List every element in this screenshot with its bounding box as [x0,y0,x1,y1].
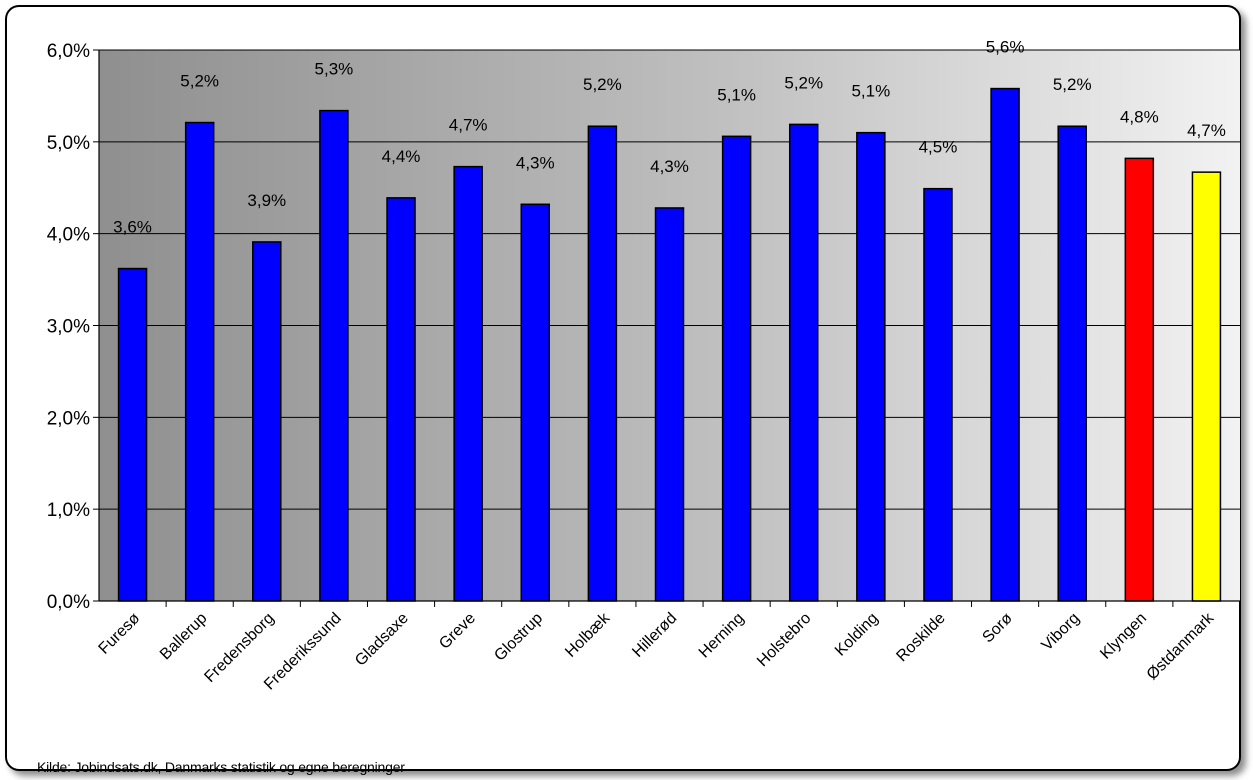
bar-7 [587,125,618,602]
y-tick-label: 3,0% [47,317,90,338]
axes [93,49,1240,607]
x-tick-label: Fredensborg [201,610,277,686]
bar-0 [117,267,148,602]
data-label: 4,3% [516,153,555,172]
x-tick-label: Roskilde [893,610,948,665]
bar-15 [1124,157,1155,602]
bar-1 [184,121,215,602]
x-tick-label: Holbæk [562,609,614,661]
x-tick-label: Ballerup [157,610,211,664]
data-label: 5,1% [717,85,756,104]
bar-9 [721,135,752,602]
y-tick-label: 2,0% [47,408,90,429]
data-label: 5,1% [851,82,890,101]
bar-8 [654,207,685,602]
data-label: 5,3% [315,60,354,79]
data-label: 3,6% [113,218,152,237]
y-tick-label: 4,0% [47,225,90,246]
bar-5 [453,165,483,602]
bar-2 [252,241,282,602]
bar-16 [1191,171,1222,602]
x-tick-label: Kolding [832,610,882,660]
source-note: Kilde: Jobindsats.dk, Danmarks statistik… [37,759,405,775]
y-tick-label: 5,0% [47,133,90,154]
bars [117,87,1222,602]
data-label: 5,2% [784,73,823,92]
x-tick-label: Holstebro [754,610,815,671]
x-tick-label: Klyngen [1097,610,1150,663]
data-label: 3,9% [247,191,286,210]
x-tick-label: Viborg [1039,610,1084,655]
y-tick-labels: 0,0% 1,0% 2,0% 3,0% 4,0% 5,0% 6,0% [47,41,90,613]
data-label: 4,7% [1187,121,1226,140]
bar-12 [923,187,953,602]
x-tick-label: Greve [436,610,479,653]
data-label: 4,7% [449,116,488,135]
bar-11 [856,131,886,602]
data-label: 5,2% [180,72,219,91]
x-tick-label: Sorø [979,610,1016,647]
bar-4 [386,197,416,602]
x-tick-label: Østdanmark [1144,609,1218,683]
x-tick-label: Hillerød [629,610,680,661]
bar-3 [319,109,349,602]
y-tick-label: 6,0% [47,41,90,62]
x-tick-label: Furesø [96,610,144,658]
x-tick-label: Herning [696,610,748,662]
data-label: 5,6% [986,38,1025,57]
y-tick-label: 0,0% [47,592,90,613]
bar-6 [520,203,551,602]
x-tick-label: Gladsaxe [352,610,412,670]
bar-10 [788,123,819,602]
data-label: 4,3% [650,157,689,176]
data-label: 5,2% [583,75,622,94]
y-tick-label: 1,0% [47,500,90,521]
data-label: 4,8% [1120,107,1159,126]
data-label: 5,2% [1053,75,1092,94]
data-label: 4,5% [919,138,958,157]
data-labels: 3,6% 5,2% 3,9% 5,3% 4,4% 4,7% 4,3% 5,2% 4,3% 5,1%… [113,38,1226,237]
data-label: 4,4% [382,147,421,166]
x-tick-label: Glostrup [491,610,546,665]
bar-14 [1057,125,1087,602]
bar-13 [990,87,1020,602]
